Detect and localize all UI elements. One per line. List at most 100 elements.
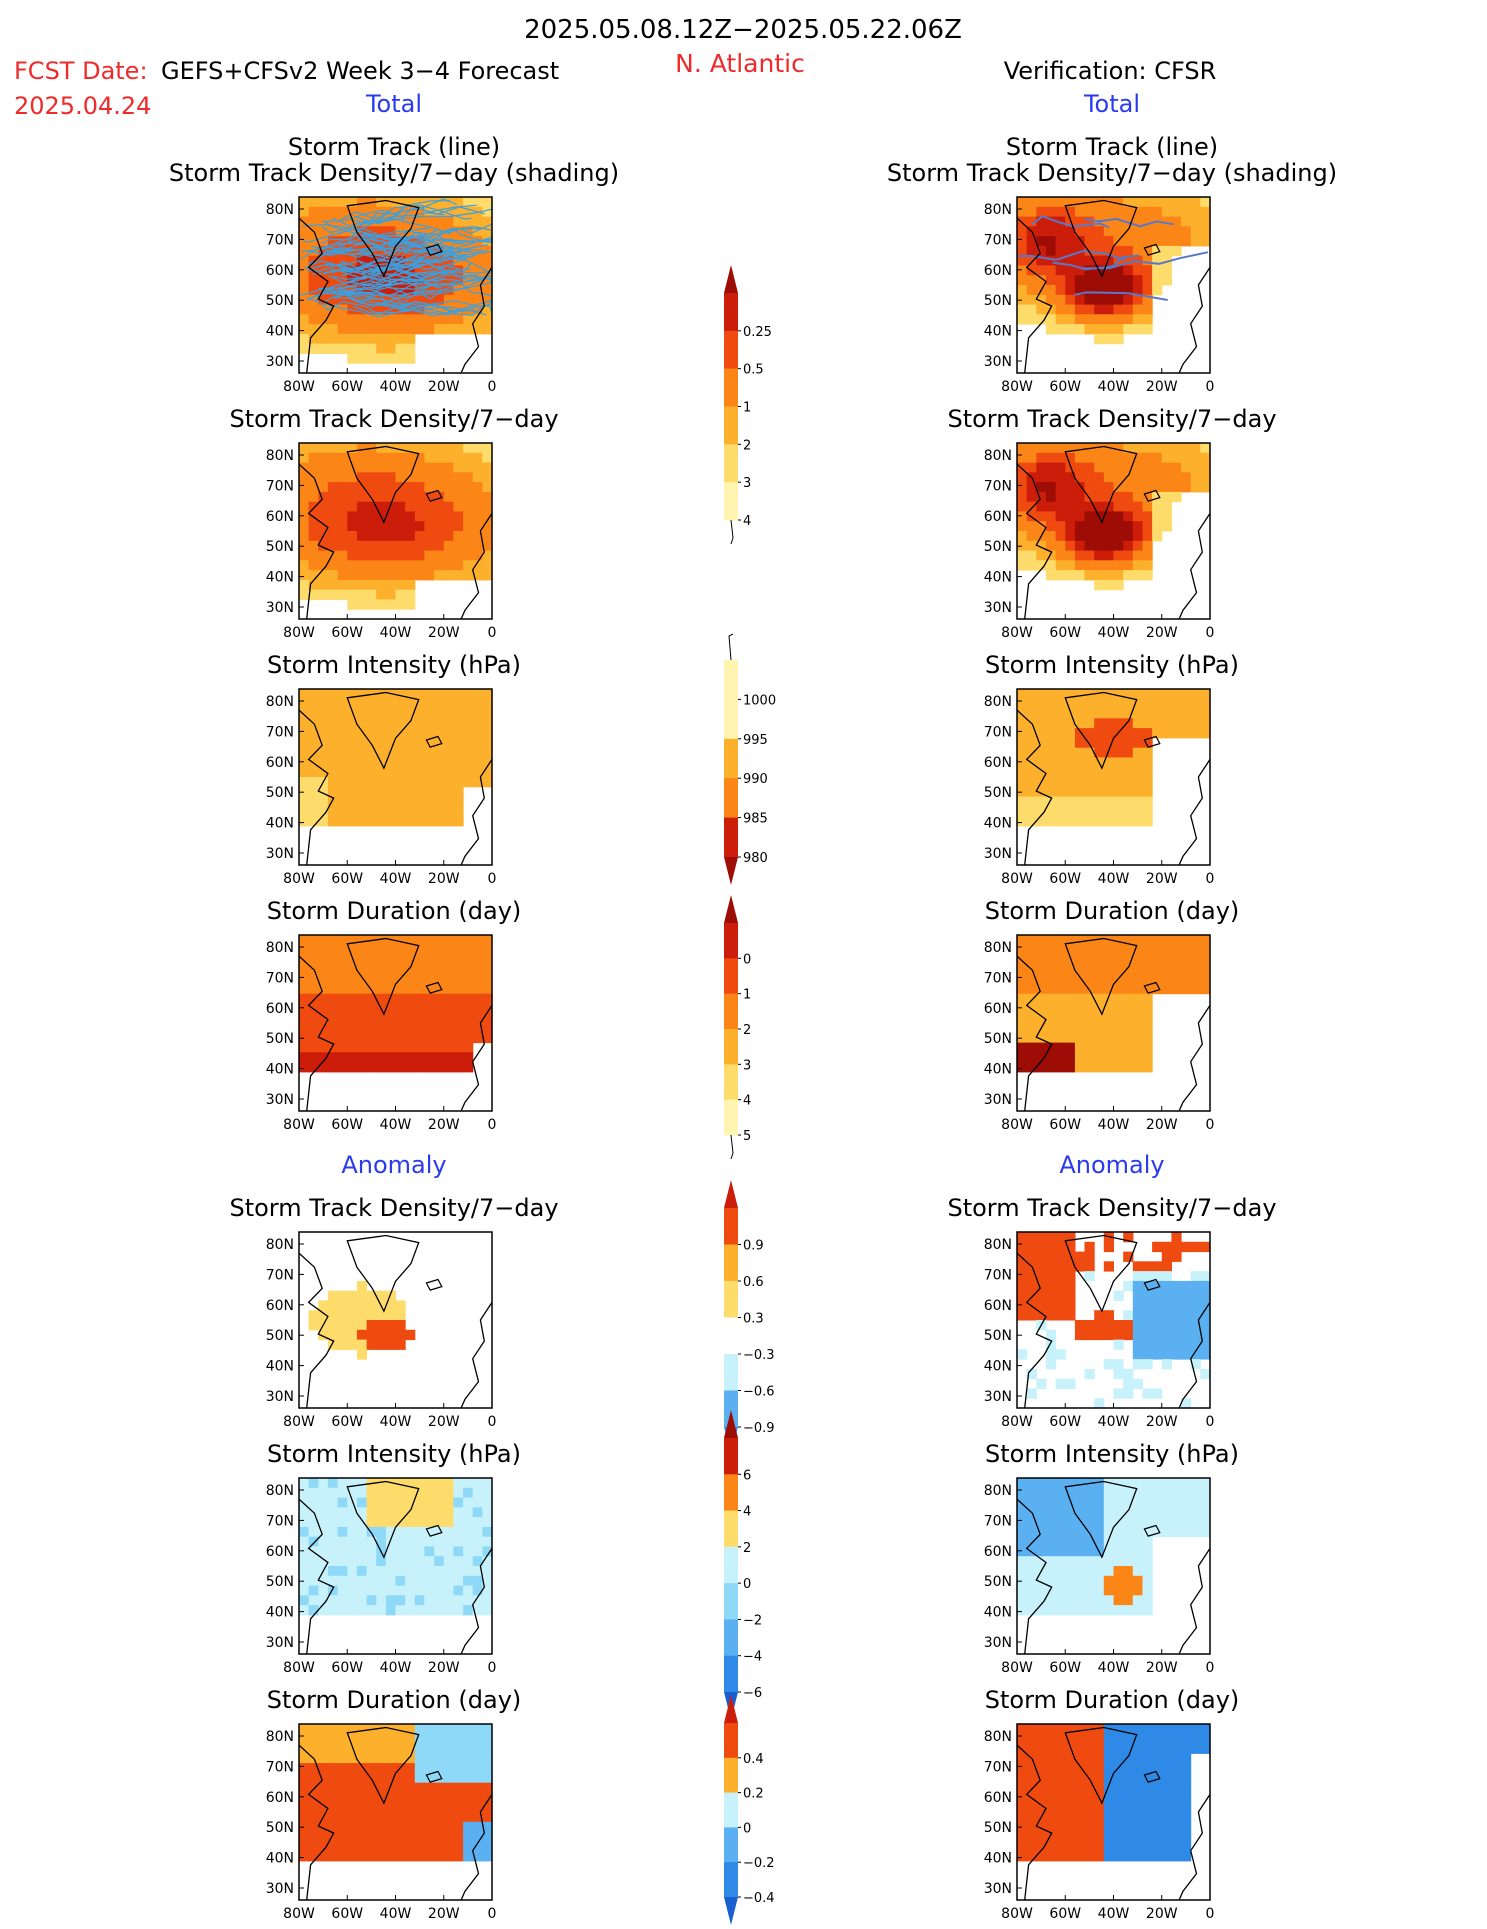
shade-cell bbox=[395, 767, 406, 778]
shade-cell bbox=[434, 1782, 445, 1793]
shade-cell bbox=[1094, 816, 1105, 827]
shade-cell bbox=[356, 531, 368, 542]
shade-cell bbox=[1017, 314, 1028, 325]
shade-cell bbox=[395, 589, 406, 600]
shade-cell bbox=[347, 226, 358, 237]
shade-cell bbox=[1017, 1802, 1028, 1813]
shade-cell bbox=[347, 314, 358, 325]
shade-cell bbox=[376, 285, 387, 296]
shade-cell bbox=[1142, 757, 1153, 768]
shade-cell bbox=[1200, 1478, 1211, 1489]
shade-cell bbox=[1055, 1585, 1066, 1596]
shade-cell bbox=[1142, 1261, 1153, 1272]
shade-cell bbox=[1171, 1251, 1182, 1262]
shade-cell bbox=[1181, 226, 1192, 237]
shade-cell bbox=[1123, 1368, 1134, 1380]
colorbars: 0.250.5123410009959909859800123450.90.60… bbox=[724, 265, 776, 1925]
shade-cell bbox=[308, 1595, 319, 1606]
shade-cell bbox=[443, 1831, 454, 1842]
shade-cell bbox=[1055, 964, 1066, 975]
shade-cell bbox=[434, 1575, 445, 1587]
shade-cell bbox=[1055, 757, 1066, 768]
shade-cell bbox=[1084, 1772, 1095, 1784]
shade-cell bbox=[1152, 1831, 1163, 1842]
shade-cell bbox=[453, 747, 464, 758]
shade-cell bbox=[1055, 1792, 1066, 1803]
shade-cell bbox=[1026, 236, 1037, 247]
shade-cell bbox=[1142, 1595, 1153, 1606]
shade-cell bbox=[1132, 747, 1143, 758]
shade-cell bbox=[1171, 1329, 1182, 1341]
shade-cell bbox=[1036, 1271, 1047, 1282]
shade-cell bbox=[395, 1507, 406, 1518]
shade-cell bbox=[405, 1802, 416, 1813]
shade-cell bbox=[395, 1575, 406, 1587]
colorbar-swatch bbox=[724, 482, 738, 521]
shade-cell bbox=[337, 1536, 348, 1547]
y-tick-label: 80N bbox=[266, 694, 294, 710]
north-america-coast bbox=[1016, 1744, 1053, 1901]
shade-cell bbox=[405, 974, 416, 985]
shade-cell bbox=[1094, 226, 1105, 237]
shade-cell bbox=[356, 1743, 368, 1754]
shade-cell bbox=[395, 1062, 406, 1073]
shade-cell bbox=[1094, 1507, 1105, 1518]
shade-cell bbox=[356, 728, 368, 739]
shade-cell bbox=[405, 452, 416, 464]
shade-cell bbox=[385, 1032, 397, 1044]
shade-cell bbox=[1113, 1812, 1124, 1823]
shade-cell bbox=[366, 737, 377, 749]
shade-cell bbox=[327, 1566, 339, 1577]
y-tick-label: 30N bbox=[266, 354, 294, 370]
shade-cell bbox=[443, 1546, 454, 1557]
shade-cell bbox=[482, 1772, 493, 1784]
shade-cell bbox=[1181, 935, 1192, 946]
shade-cell bbox=[356, 521, 368, 532]
shade-cell bbox=[327, 954, 339, 965]
shade-cell bbox=[356, 1507, 368, 1518]
shade-cell bbox=[1055, 294, 1066, 306]
shade-cell bbox=[347, 1300, 358, 1311]
north-america-coast bbox=[298, 1498, 335, 1655]
shade-cell bbox=[366, 1763, 377, 1774]
shade-cell bbox=[405, 540, 416, 552]
shade-cell bbox=[1084, 796, 1095, 807]
shade-cell bbox=[366, 599, 377, 610]
shade-cell bbox=[1152, 491, 1163, 503]
shade-cell bbox=[1065, 964, 1076, 975]
shade-cell bbox=[318, 964, 329, 975]
shade-cell bbox=[1103, 1585, 1114, 1596]
shade-cell bbox=[434, 570, 445, 581]
shade-cell bbox=[308, 806, 319, 817]
shade-cell bbox=[385, 570, 397, 581]
shade-cell bbox=[1065, 718, 1076, 729]
shade-cell bbox=[385, 993, 397, 1004]
shade-cell bbox=[1132, 324, 1143, 335]
shade-cell bbox=[308, 1821, 319, 1833]
shade-cell bbox=[356, 275, 368, 286]
shade-cell bbox=[443, 1478, 454, 1489]
shade-cell bbox=[347, 1802, 358, 1813]
shade-cell bbox=[1074, 1595, 1086, 1606]
shade-cell bbox=[1017, 1003, 1028, 1014]
shade-cell bbox=[1171, 1478, 1182, 1489]
shade-cell bbox=[443, 728, 454, 739]
shade-cell bbox=[1017, 1032, 1028, 1044]
shade-cell bbox=[1074, 728, 1086, 739]
shade-cell bbox=[347, 1575, 358, 1587]
shade-cell bbox=[414, 294, 425, 306]
shade-cell bbox=[463, 491, 474, 503]
shade-cell bbox=[1171, 944, 1182, 956]
shade-cell bbox=[443, 1042, 454, 1053]
storm-track bbox=[363, 227, 493, 243]
shade-cell bbox=[1074, 1320, 1086, 1331]
shade-cell bbox=[1084, 1517, 1095, 1528]
shade-cell bbox=[424, 1032, 435, 1044]
x-tick-label: 60W bbox=[331, 1117, 363, 1133]
shade-cell bbox=[472, 443, 483, 454]
shade-cell bbox=[1094, 1841, 1105, 1852]
shade-cell bbox=[337, 226, 348, 237]
shade-cell bbox=[356, 1478, 368, 1489]
